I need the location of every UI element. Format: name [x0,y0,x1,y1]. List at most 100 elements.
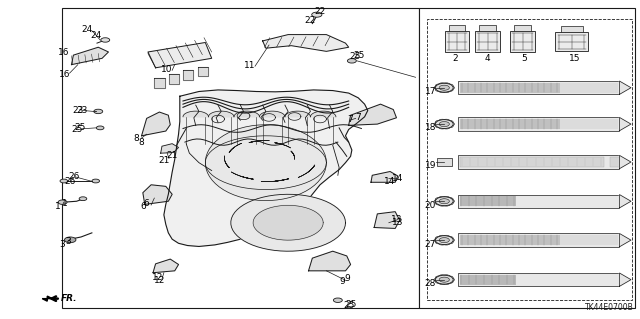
Circle shape [445,240,453,244]
Text: 26: 26 [65,177,76,186]
Circle shape [79,197,87,201]
Polygon shape [620,155,631,169]
Circle shape [438,241,446,245]
Bar [460,275,516,285]
Bar [514,25,531,31]
Text: 28: 28 [424,279,436,288]
Text: 16: 16 [60,70,71,78]
Polygon shape [349,104,396,125]
Circle shape [92,179,100,183]
Circle shape [435,83,453,92]
Text: 1: 1 [54,202,60,211]
Circle shape [442,196,450,200]
Bar [458,195,620,208]
Text: 3: 3 [65,237,71,246]
Polygon shape [161,144,179,153]
Circle shape [435,236,453,245]
Text: 9: 9 [339,277,345,286]
Text: 15: 15 [569,54,580,63]
Circle shape [434,199,442,203]
Circle shape [439,199,449,204]
Circle shape [442,125,450,129]
Circle shape [435,84,443,88]
Text: 14: 14 [392,174,403,183]
Circle shape [435,276,443,280]
Polygon shape [620,234,631,247]
Text: 17: 17 [424,87,436,96]
Circle shape [435,236,443,240]
Text: 21: 21 [166,151,178,160]
Bar [419,8,636,308]
Bar [479,25,496,31]
Circle shape [445,197,453,201]
Text: 23: 23 [72,106,84,115]
Circle shape [438,125,446,129]
Polygon shape [183,70,193,80]
Text: 8: 8 [139,137,145,147]
Circle shape [438,202,446,206]
Polygon shape [620,195,631,208]
Circle shape [58,200,67,204]
Circle shape [445,276,453,280]
Circle shape [445,236,453,240]
Circle shape [434,86,442,90]
Circle shape [438,83,446,86]
Text: 3: 3 [60,240,65,249]
Circle shape [97,126,104,130]
Text: 11: 11 [244,61,255,70]
Text: 13: 13 [392,218,403,226]
Polygon shape [209,111,234,117]
Text: 7: 7 [355,113,361,122]
Circle shape [434,238,442,242]
Circle shape [447,278,454,282]
Polygon shape [205,125,326,201]
Polygon shape [259,111,285,117]
Text: 25: 25 [349,52,361,61]
Text: 25: 25 [75,123,86,132]
Circle shape [442,202,450,206]
Polygon shape [42,296,52,301]
Bar [427,19,632,300]
Bar [458,117,620,131]
Circle shape [442,89,450,93]
Text: 4: 4 [484,54,490,63]
Circle shape [445,120,453,124]
Polygon shape [371,172,397,182]
Circle shape [445,280,453,283]
Polygon shape [231,194,346,251]
Bar [460,83,559,93]
Polygon shape [308,251,351,271]
Bar [475,31,500,52]
Circle shape [445,124,453,128]
Bar [460,235,559,245]
Text: 25: 25 [354,51,365,60]
Circle shape [435,240,443,244]
Circle shape [434,278,442,282]
Circle shape [447,86,454,90]
Polygon shape [620,81,631,94]
Circle shape [438,89,446,93]
Circle shape [438,275,446,278]
Polygon shape [234,111,259,117]
Bar [559,119,618,129]
Circle shape [438,281,446,285]
Circle shape [442,241,450,245]
Circle shape [442,119,450,123]
Circle shape [442,235,450,239]
Text: 27: 27 [424,240,436,249]
Text: 6: 6 [140,202,146,211]
Polygon shape [205,136,326,189]
Polygon shape [72,47,108,65]
Bar [449,25,465,31]
Text: 5: 5 [521,54,527,63]
Bar [559,235,618,245]
Text: 14: 14 [385,177,396,186]
Bar [458,234,620,247]
Text: 16: 16 [58,48,70,57]
Bar [561,26,583,32]
Bar [555,32,588,51]
Circle shape [438,119,446,123]
Text: FR.: FR. [61,294,78,303]
Text: 21: 21 [158,156,170,165]
Circle shape [445,201,453,205]
